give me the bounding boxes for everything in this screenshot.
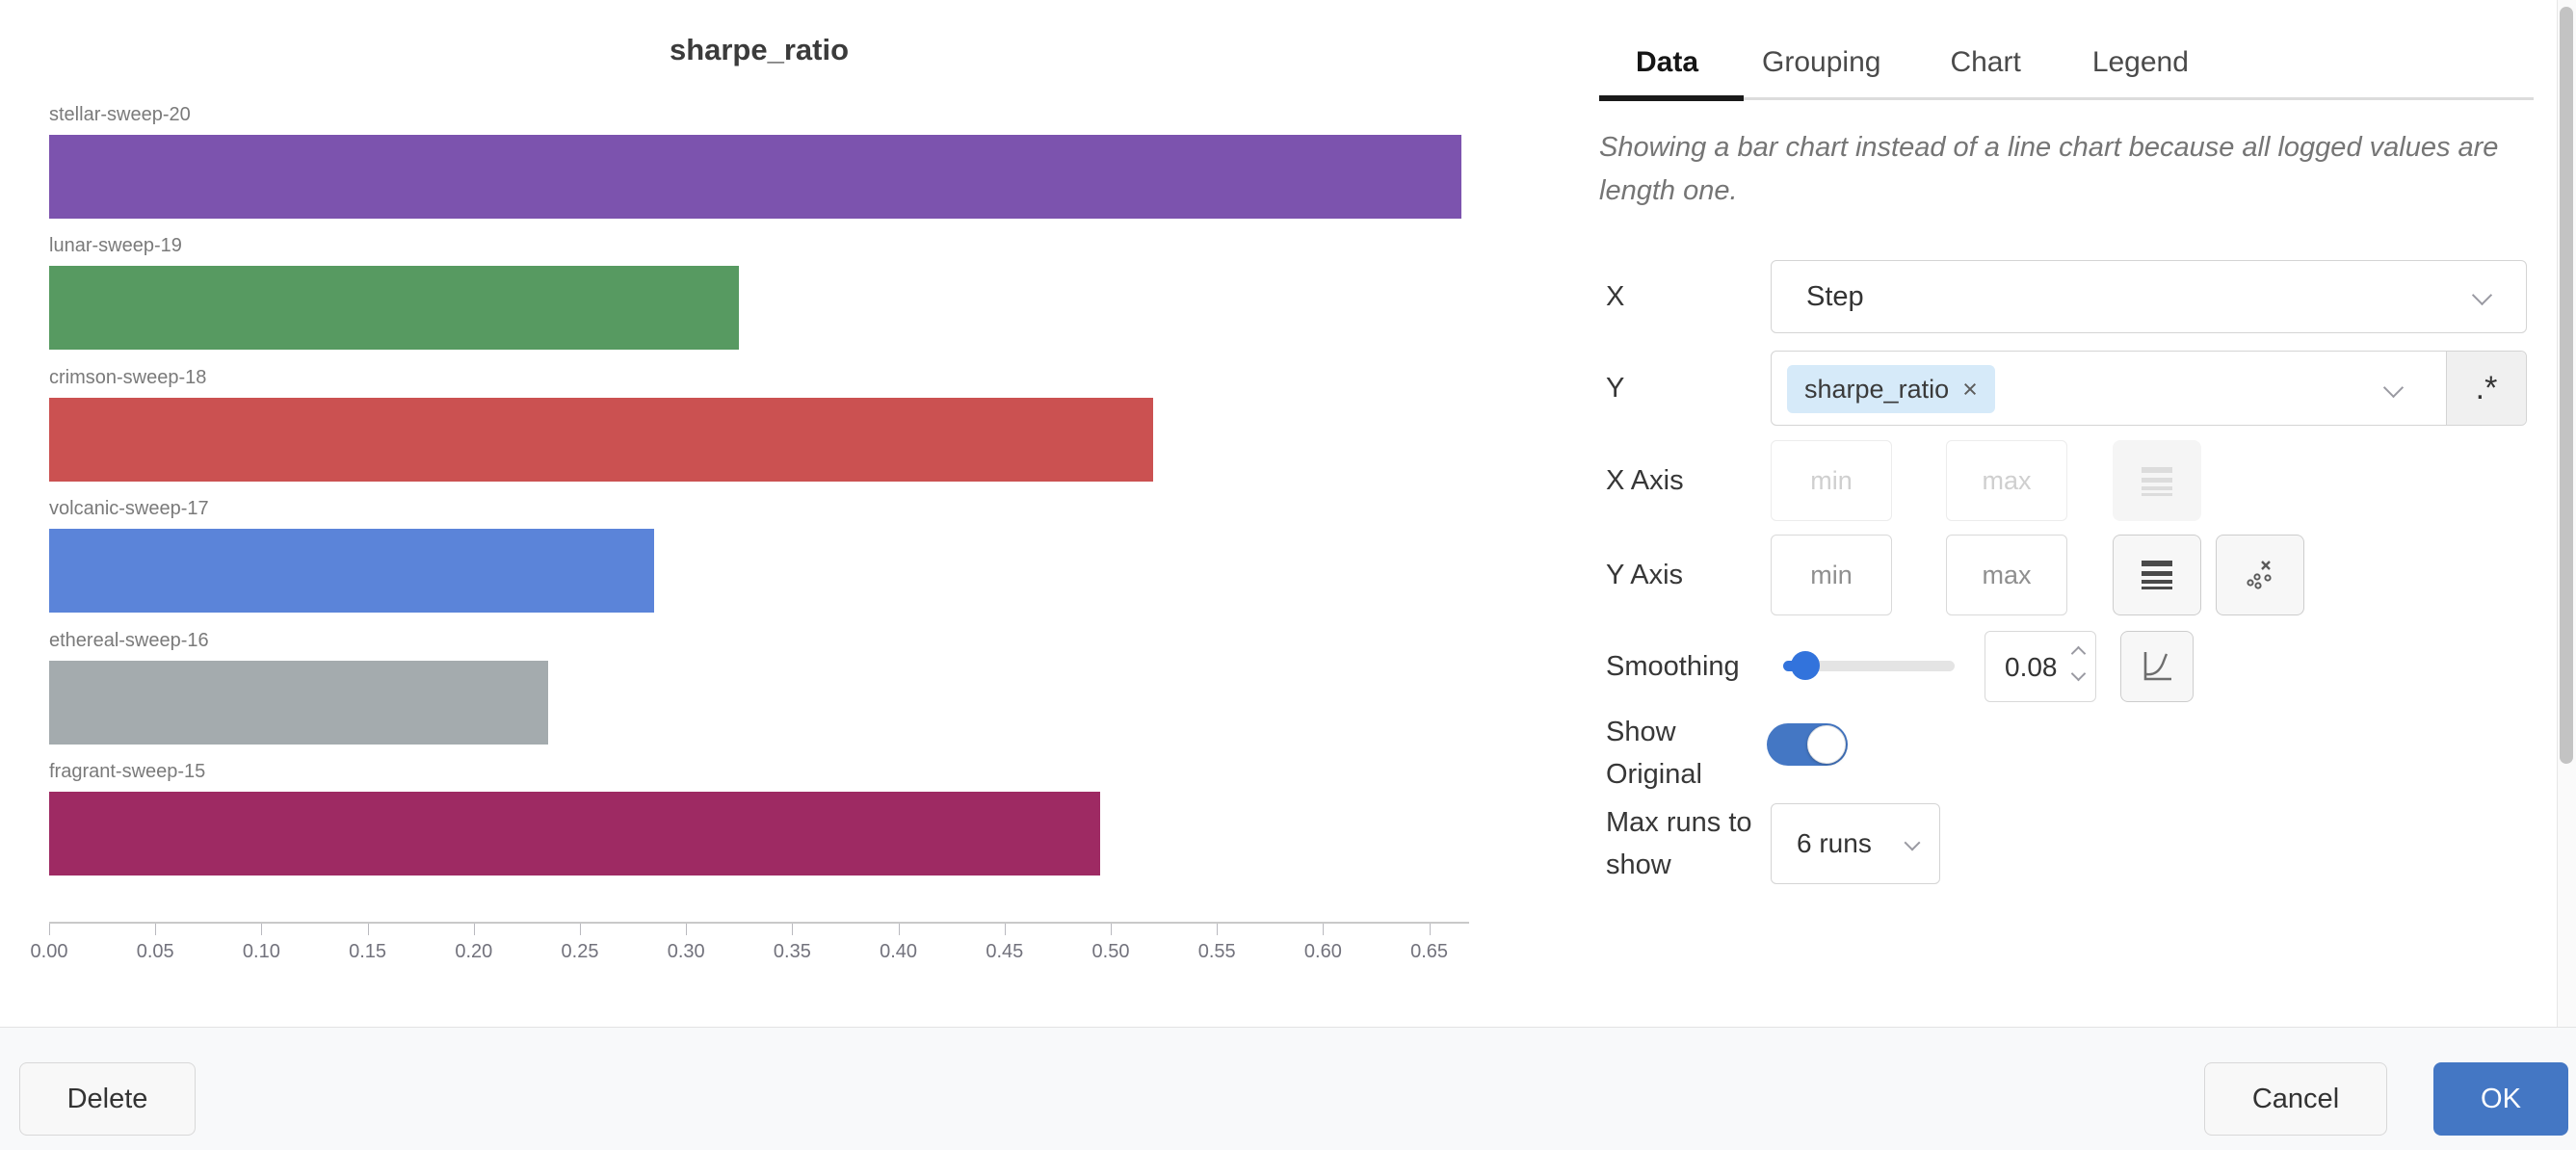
chevron-down-icon (2471, 284, 2493, 306)
cancel-button[interactable]: Cancel (2204, 1062, 2387, 1136)
run-label: fragrant-sweep-15 (49, 761, 206, 782)
x-axis-tick-label: 0.35 (773, 941, 811, 962)
x-axis-tick-label: 0.50 (1091, 941, 1130, 962)
tab-grouping[interactable]: Grouping (1762, 46, 1881, 78)
max-runs-select[interactable]: 6 runs (1771, 803, 1940, 884)
x-axis-tick-label: 0.65 (1410, 941, 1449, 962)
chip-remove-icon[interactable]: × (1962, 374, 1978, 404)
x-row-label: X (1606, 281, 1625, 312)
x-axis-tick-label: 0.30 (667, 941, 705, 962)
x-axis-tick-label: 0.45 (986, 941, 1024, 962)
ok-button[interactable]: OK (2433, 1062, 2568, 1136)
x-axis-tick-label: 0.60 (1303, 941, 1342, 962)
smoothing-algorithm-button[interactable] (2120, 631, 2194, 702)
chevron-down-icon (2382, 377, 2405, 399)
run-label: ethereal-sweep-16 (49, 629, 209, 651)
x-metric-select[interactable]: Step (1771, 260, 2527, 333)
x-axis-tick (1004, 924, 1006, 935)
log-scale-icon (2138, 556, 2176, 594)
show-original-label: Show Original (1606, 717, 1702, 790)
chevron-down-icon (1904, 834, 1921, 851)
smoothing-slider[interactable] (1783, 651, 1955, 680)
chart-title: sharpe_ratio (669, 33, 850, 66)
bar-ethereal-sweep-16 (49, 660, 548, 745)
x-axis-tick (580, 924, 581, 935)
y-metric-chip: sharpe_ratio × (1787, 365, 1995, 413)
x-axis-tick-label: 0.15 (349, 941, 387, 962)
bar-fragrant-sweep-15 (49, 792, 1100, 876)
y-axis-ignore-outliers-button[interactable] (2216, 535, 2304, 615)
regex-toggle-button[interactable]: .* (2446, 352, 2526, 425)
max-runs-value: 6 runs (1797, 828, 1872, 858)
run-label: stellar-sweep-20 (49, 104, 191, 125)
tab-legend[interactable]: Legend (2091, 46, 2189, 78)
smoothing-value: 0.08 (2005, 652, 2058, 682)
y-axis-log-scale-button[interactable] (2113, 535, 2201, 615)
run-label: volcanic-sweep-17 (49, 498, 209, 520)
tab-chart[interactable]: Chart (1950, 46, 2021, 78)
x-axis-tick (1217, 924, 1219, 935)
x-axis-min-input[interactable] (1771, 440, 1892, 521)
x-axis-tick (473, 924, 475, 935)
bar-volcanic-sweep-17 (49, 529, 654, 614)
x-axis-max-input[interactable] (1946, 440, 2067, 521)
x-axis-tick-label: 0.55 (1197, 941, 1236, 962)
toggle-knob (1807, 725, 1846, 764)
ignore-outliers-icon (2239, 554, 2281, 596)
y-axis-max-input[interactable] (1946, 535, 2067, 615)
x-axis-tick (49, 924, 50, 935)
x-axis-tick (367, 924, 369, 935)
smoothing-curve-icon (2137, 646, 2177, 687)
smoothing-row-label: Smoothing (1606, 651, 1740, 682)
y-axis-row-label: Y Axis (1606, 560, 1684, 590)
y-row-label: Y (1606, 373, 1625, 404)
delete-button[interactable]: Delete (19, 1062, 196, 1136)
x-axis-tick-label: 0.10 (242, 941, 280, 962)
log-scale-icon (2138, 461, 2176, 500)
bar-stellar-sweep-20 (49, 135, 1461, 219)
stepper-up-icon[interactable] (2070, 645, 2087, 662)
bar-chart-notice: Showing a bar chart instead of a line ch… (1599, 132, 2499, 206)
x-axis-tick (155, 924, 157, 935)
x-axis-log-scale-button[interactable] (2113, 440, 2201, 521)
x-axis-tick (686, 924, 688, 935)
x-axis-tick (261, 924, 263, 935)
x-axis-tick (1323, 924, 1325, 935)
tab-bar: Data Grouping Chart Legend (1599, 29, 2189, 96)
smoothing-value-input[interactable]: 0.08 (1985, 631, 2096, 702)
y-axis-min-input[interactable] (1771, 535, 1892, 615)
x-axis-tick-label: 0.25 (561, 941, 599, 962)
show-original-toggle[interactable] (1767, 723, 1848, 766)
run-label: lunar-sweep-19 (49, 235, 182, 257)
x-axis-tick (898, 924, 900, 935)
dialog-footer: Delete Cancel OK (0, 1027, 2576, 1150)
panel-scrollbar-thumb[interactable] (2560, 7, 2573, 764)
bar-crimson-sweep-18 (49, 397, 1153, 482)
x-axis-tick-label: 0.20 (455, 941, 493, 962)
x-axis-tick-label: 0.40 (880, 941, 918, 962)
x-axis-line (49, 922, 1469, 924)
chart-pane: sharpe_ratio stellar-sweep-20 lunar-sweep… (30, 0, 1494, 982)
stepper-down-icon[interactable] (2070, 666, 2087, 682)
run-label: crimson-sweep-18 (49, 366, 207, 388)
y-metric-chip-label: sharpe_ratio (1804, 374, 1950, 404)
bar-lunar-sweep-19 (49, 266, 739, 351)
config-panel: Data Grouping Chart Legend Showing a bar… (1599, 0, 2534, 1027)
tab-active-underline (1599, 95, 1744, 101)
x-axis-tick (792, 924, 794, 935)
bar-chart: stellar-sweep-20 lunar-sweep-19 crimson-sw… (49, 0, 1494, 982)
y-metric-select[interactable]: sharpe_ratio × .* (1771, 351, 2527, 426)
x-axis-tick (1111, 924, 1112, 935)
tab-underline-track (1599, 97, 2534, 100)
tab-data[interactable]: Data (1636, 46, 1699, 78)
smoothing-slider-handle[interactable] (1791, 651, 1820, 680)
x-axis-row-label: X Axis (1606, 465, 1684, 496)
number-stepper[interactable] (2070, 645, 2087, 682)
x-axis-tick-label: 0.05 (136, 941, 174, 962)
max-runs-label: Max runs to show (1606, 807, 1752, 880)
x-axis-tick-label: 0.00 (30, 941, 68, 962)
x-axis-tick (1429, 924, 1431, 935)
x-metric-value: Step (1806, 281, 1864, 312)
